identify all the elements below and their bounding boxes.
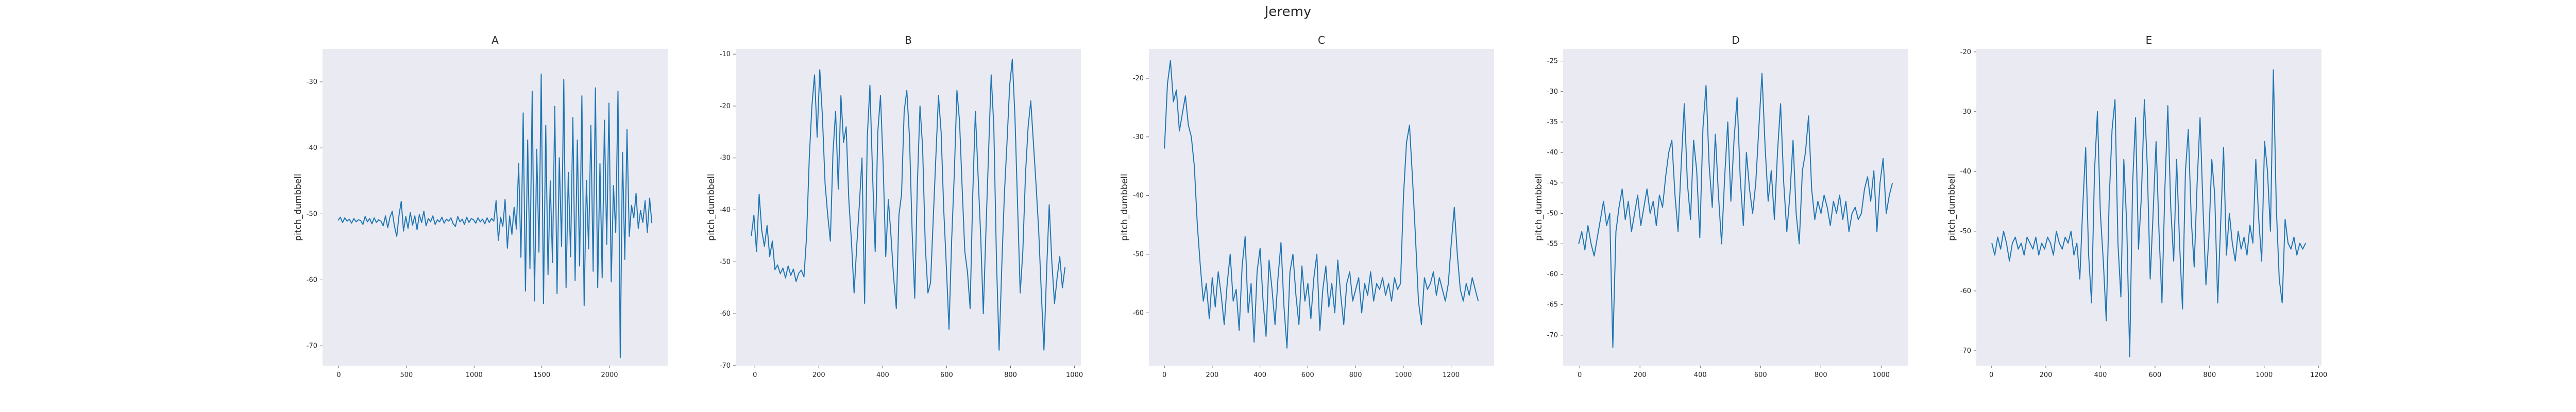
x-tick-label: 0 xyxy=(1162,371,1166,379)
y-tick-label: -20 xyxy=(1960,48,1971,56)
x-tick-label: 400 xyxy=(2094,371,2107,379)
plot-area xyxy=(736,49,1081,366)
y-tick-label: -40 xyxy=(307,144,317,152)
x-tick-label: 1500 xyxy=(533,371,550,379)
y-tick-label: -50 xyxy=(307,210,317,218)
x-tick-label: 1000 xyxy=(1395,371,1412,379)
x-tick-label: 800 xyxy=(1004,371,1017,379)
y-tick-label: -60 xyxy=(1547,271,1558,279)
series-line xyxy=(337,73,653,358)
y-tick-label: -30 xyxy=(1133,133,1144,141)
y-tick-label: -50 xyxy=(1133,251,1144,259)
y-tick-label: -70 xyxy=(1547,332,1558,339)
y-tick-label: -30 xyxy=(307,78,317,86)
subplot-title: C xyxy=(1318,34,1325,46)
y-tick-label: -20 xyxy=(1133,75,1144,82)
subplot-title: B xyxy=(905,34,912,46)
y-axis-label: pitch_dumbbell xyxy=(1534,174,1544,241)
y-axis-label: pitch_dumbbell xyxy=(1947,174,1957,241)
x-tick-label: 0 xyxy=(336,371,341,379)
y-tick-label: -40 xyxy=(720,207,731,214)
y-tick-label: -10 xyxy=(720,50,731,58)
x-tick-label: 400 xyxy=(1694,371,1707,379)
y-tick-label: -70 xyxy=(1960,347,1971,355)
x-tick-label: 800 xyxy=(1349,371,1362,379)
x-tick-label: 600 xyxy=(2149,371,2162,379)
y-tick-label: -60 xyxy=(720,310,731,318)
x-tick-label: 1200 xyxy=(2310,371,2327,379)
y-tick-label: -60 xyxy=(1133,310,1144,317)
x-tick-label: 600 xyxy=(940,371,953,379)
y-tick-label: -45 xyxy=(1547,179,1558,187)
x-tick-label: 1000 xyxy=(1873,371,1890,379)
y-tick-label: -55 xyxy=(1547,240,1558,248)
y-tick-label: -70 xyxy=(307,342,317,350)
y-tick-label: -40 xyxy=(1133,192,1144,200)
y-tick-label: -20 xyxy=(720,102,731,110)
x-tick-label: 0 xyxy=(1578,371,1582,379)
x-tick-label: 800 xyxy=(1815,371,1827,379)
y-tick-label: -70 xyxy=(720,362,731,370)
series-line xyxy=(1991,69,2307,357)
x-tick-label: 1000 xyxy=(466,371,483,379)
x-tick-label: 2000 xyxy=(601,371,618,379)
x-tick-label: 400 xyxy=(1253,371,1266,379)
y-tick-label: -30 xyxy=(1960,108,1971,116)
subplot-title: A xyxy=(492,34,499,46)
y-tick-label: -50 xyxy=(1960,228,1971,235)
y-tick-label: -50 xyxy=(720,258,731,266)
x-tick-label: 1000 xyxy=(2256,371,2273,379)
x-tick-label: 500 xyxy=(400,371,413,379)
x-tick-label: 1200 xyxy=(1443,371,1460,379)
figure-title: Jeremy xyxy=(1264,4,1312,20)
x-tick-label: 0 xyxy=(1989,371,1993,379)
series-line xyxy=(1578,73,1893,348)
x-tick-label: 200 xyxy=(1634,371,1647,379)
subplot-title: E xyxy=(2146,34,2153,46)
x-tick-label: 800 xyxy=(2203,371,2216,379)
series-line xyxy=(1164,60,1479,349)
y-tick-label: -35 xyxy=(1547,118,1558,126)
y-axis-label: pitch_dumbbell xyxy=(1120,174,1130,241)
x-tick-label: 400 xyxy=(876,371,889,379)
y-axis-label: pitch_dumbbell xyxy=(706,174,717,241)
y-tick-label: -60 xyxy=(307,276,317,284)
y-tick-label: -40 xyxy=(1960,168,1971,176)
y-axis-label: pitch_dumbbell xyxy=(293,174,303,241)
x-tick-label: 600 xyxy=(1301,371,1314,379)
y-tick-label: -25 xyxy=(1547,58,1558,65)
x-tick-label: 0 xyxy=(753,371,757,379)
plot-area xyxy=(1563,49,1908,366)
x-tick-label: 200 xyxy=(2040,371,2053,379)
x-tick-label: 600 xyxy=(1754,371,1767,379)
y-tick-label: -60 xyxy=(1960,287,1971,295)
x-tick-label: 1000 xyxy=(1066,371,1083,379)
x-tick-label: 200 xyxy=(812,371,825,379)
y-tick-label: -65 xyxy=(1547,301,1558,309)
series-line xyxy=(751,59,1066,351)
y-tick-label: -30 xyxy=(720,154,731,162)
y-tick-label: -50 xyxy=(1547,210,1558,217)
plot-area xyxy=(1149,49,1494,366)
x-tick-label: 200 xyxy=(1206,371,1218,379)
plot-area xyxy=(1976,49,2321,366)
subplot-title: D xyxy=(1732,34,1739,46)
y-tick-label: -30 xyxy=(1547,88,1558,96)
y-tick-label: -40 xyxy=(1547,149,1558,157)
